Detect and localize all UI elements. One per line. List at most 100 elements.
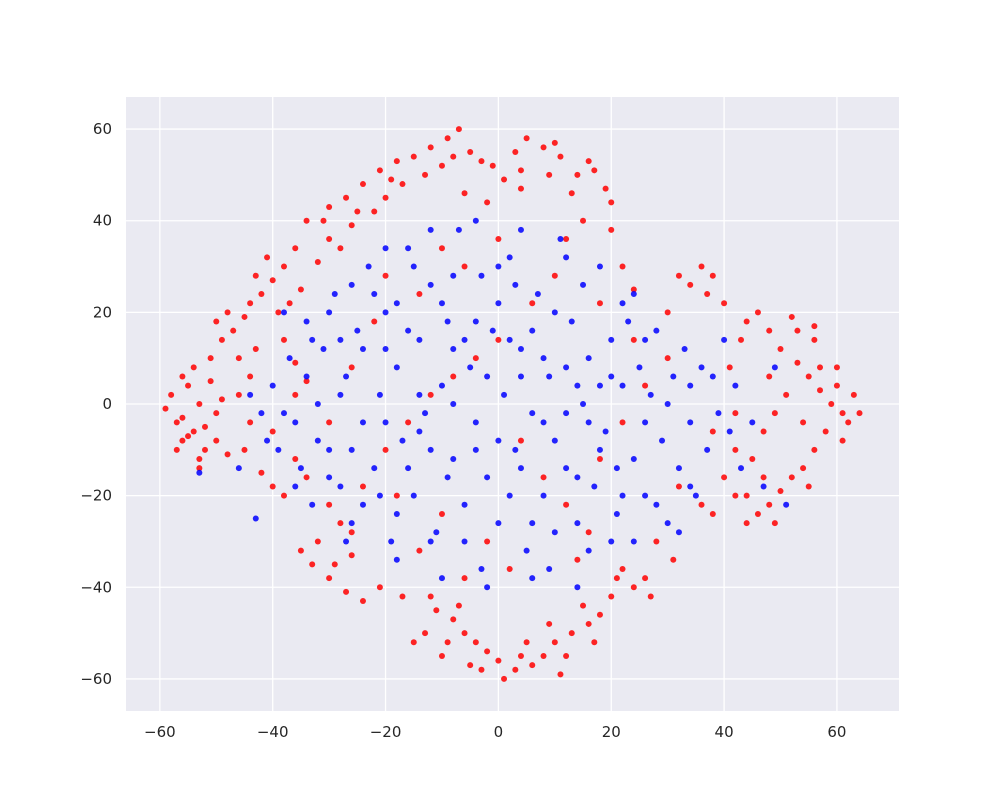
red-data-point [461,630,468,637]
red-data-point [450,153,457,160]
blue-data-point [563,364,570,371]
blue-data-point [726,428,733,435]
blue-data-point [704,446,711,453]
red-data-point [596,300,603,307]
blue-data-point [467,364,474,371]
blue-data-point [393,364,400,371]
blue-data-point [551,437,558,444]
blue-data-point [433,529,440,536]
blue-data-point [551,529,558,536]
red-data-point [788,313,795,320]
red-data-point [591,639,598,646]
red-data-point [207,355,214,362]
blue-data-point [314,401,321,407]
red-data-point [359,483,366,490]
blue-data-point [574,474,581,481]
blue-data-point [506,336,513,343]
red-data-point [337,520,344,527]
blue-data-point [664,520,671,527]
blue-data-point [517,226,524,233]
red-data-point [484,199,491,206]
blue-data-point [438,382,445,389]
blue-data-point [258,410,265,417]
blue-data-point [630,538,637,545]
red-data-point [805,483,812,490]
blue-data-point [546,565,553,572]
red-data-point [213,318,220,325]
red-data-point [275,309,282,316]
blue-data-point [280,309,287,316]
red-data-point [461,575,468,582]
red-data-point [630,286,637,293]
blue-data-point [534,291,541,298]
red-data-point [833,364,840,371]
red-data-point [546,171,553,178]
blue-data-point [630,455,637,462]
blue-data-point [692,492,699,499]
red-data-point [241,313,248,320]
blue-data-point [376,492,383,499]
blue-data-point [247,391,254,398]
red-data-point [642,575,649,582]
red-data-point [608,199,615,206]
red-data-point [585,620,592,627]
red-data-point [608,226,615,233]
y-tick-label: 0 [102,395,112,413]
blue-data-point [438,300,445,307]
red-data-point [551,639,558,646]
blue-data-point [450,401,457,407]
red-data-point [190,364,197,371]
red-data-point [726,364,733,371]
red-data-point [264,254,271,261]
red-data-point [173,446,180,453]
red-data-point [557,671,564,678]
red-data-point [568,190,575,197]
red-data-point [777,488,784,495]
blue-data-point [337,391,344,398]
blue-data-point [642,336,649,343]
blue-data-point [675,465,682,472]
y-tick-label: 60 [93,120,112,138]
red-data-point [292,359,299,366]
blue-data-point [506,492,513,499]
red-data-point [839,410,846,417]
red-data-point [517,167,524,174]
red-data-point [630,584,637,591]
red-data-point [619,565,626,572]
blue-data-point [546,373,553,380]
blue-data-point [613,465,620,472]
red-data-point [252,346,259,353]
blue-data-point [608,538,615,545]
red-data-point [675,483,682,490]
red-data-point [235,391,242,398]
red-data-point [303,378,310,385]
red-data-point [173,419,180,426]
red-data-point [732,492,739,499]
red-data-point [822,428,829,435]
red-data-point [709,428,716,435]
red-data-point [280,263,287,270]
red-data-point [811,446,818,453]
red-data-point [811,336,818,343]
red-data-point [484,648,491,655]
y-axis-ticks: −60 −40 −20 0 20 40 60 [80,120,112,688]
red-data-point [563,236,570,243]
red-data-point [179,373,186,380]
red-data-point [326,575,333,582]
blue-data-point [540,355,547,362]
red-data-point [292,455,299,462]
blue-data-point [608,373,615,380]
blue-data-point [738,465,745,472]
blue-data-point [450,455,457,462]
red-data-point [743,318,750,325]
red-data-point [766,501,773,508]
blue-data-point [596,446,603,453]
red-data-point [218,396,225,403]
blue-data-point [636,364,643,371]
blue-data-point [642,419,649,426]
blue-data-point [484,474,491,481]
red-data-point [828,401,835,407]
red-data-point [478,666,485,673]
red-data-point [252,272,259,279]
